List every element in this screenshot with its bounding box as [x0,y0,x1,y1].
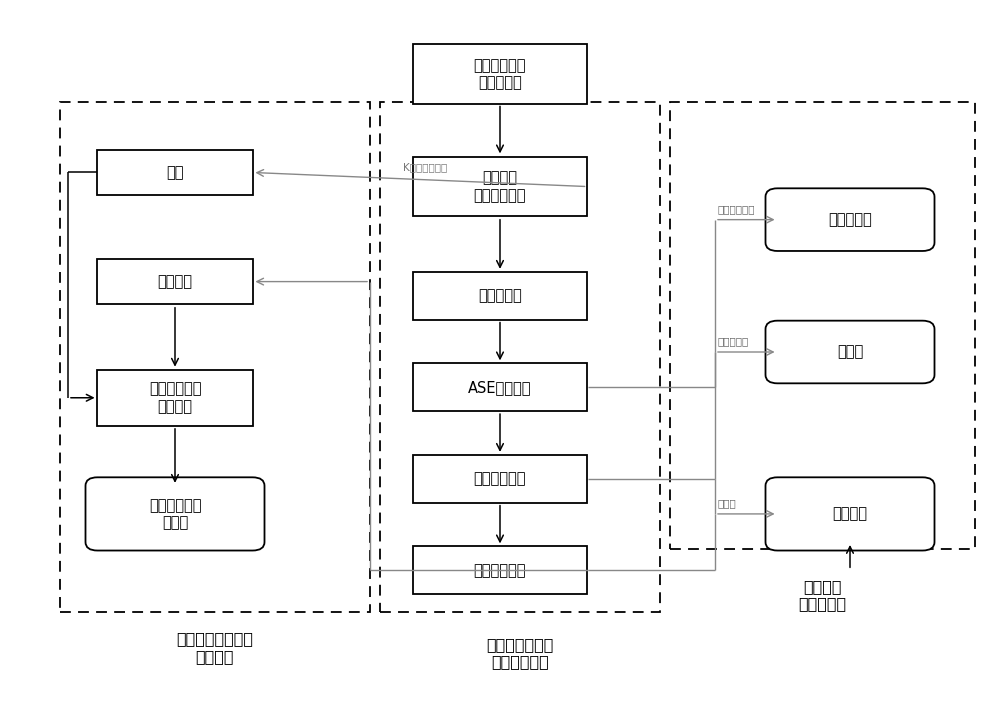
Text: 关键点图: 关键点图 [832,506,868,522]
Text: K帧超声心动图: K帧超声心动图 [403,163,447,172]
Text: 运动特征计算: 运动特征计算 [474,562,526,578]
FancyBboxPatch shape [413,363,587,411]
Text: 列归一化: 列归一化 [158,274,192,289]
Text: 六段分割图: 六段分割图 [828,212,872,227]
Text: 六段分割区域: 六段分割区域 [718,204,756,214]
Text: 差分: 差分 [166,165,184,180]
Text: 心肌异常运动
置信度: 心肌异常运动 置信度 [149,498,201,530]
FancyBboxPatch shape [413,272,587,320]
FancyBboxPatch shape [413,455,587,503]
Text: 均匀抽样
中心区域裁剪: 均匀抽样 中心区域裁剪 [474,170,526,203]
Text: 左心室分割: 左心室分割 [478,288,522,303]
FancyBboxPatch shape [766,189,934,251]
Text: 单帧特征提取: 单帧特征提取 [474,471,526,486]
FancyBboxPatch shape [766,477,934,551]
FancyBboxPatch shape [413,156,587,217]
Text: 心肌运动
可视化模块: 心肌运动 可视化模块 [798,579,846,611]
FancyBboxPatch shape [97,149,252,195]
FancyBboxPatch shape [97,258,252,304]
Text: 骨架图: 骨架图 [837,344,863,360]
Text: 原始扇形超声
心动图序列: 原始扇形超声 心动图序列 [474,58,526,90]
Text: ASE六段分割: ASE六段分割 [468,379,532,395]
Text: 心肌壁运动模式
特征提取模块: 心肌壁运动模式 特征提取模块 [486,637,554,670]
Text: 心肌异常运动
识别模型: 心肌异常运动 识别模型 [149,382,201,414]
FancyBboxPatch shape [766,321,934,383]
FancyBboxPatch shape [413,546,587,594]
FancyBboxPatch shape [85,477,264,551]
FancyBboxPatch shape [97,370,252,426]
Text: 心肌异常运动模式
识别模块: 心肌异常运动模式 识别模块 [176,631,254,664]
Text: 关键点: 关键点 [718,498,737,508]
Text: 五条分割线: 五条分割线 [718,337,749,346]
FancyBboxPatch shape [413,44,587,103]
